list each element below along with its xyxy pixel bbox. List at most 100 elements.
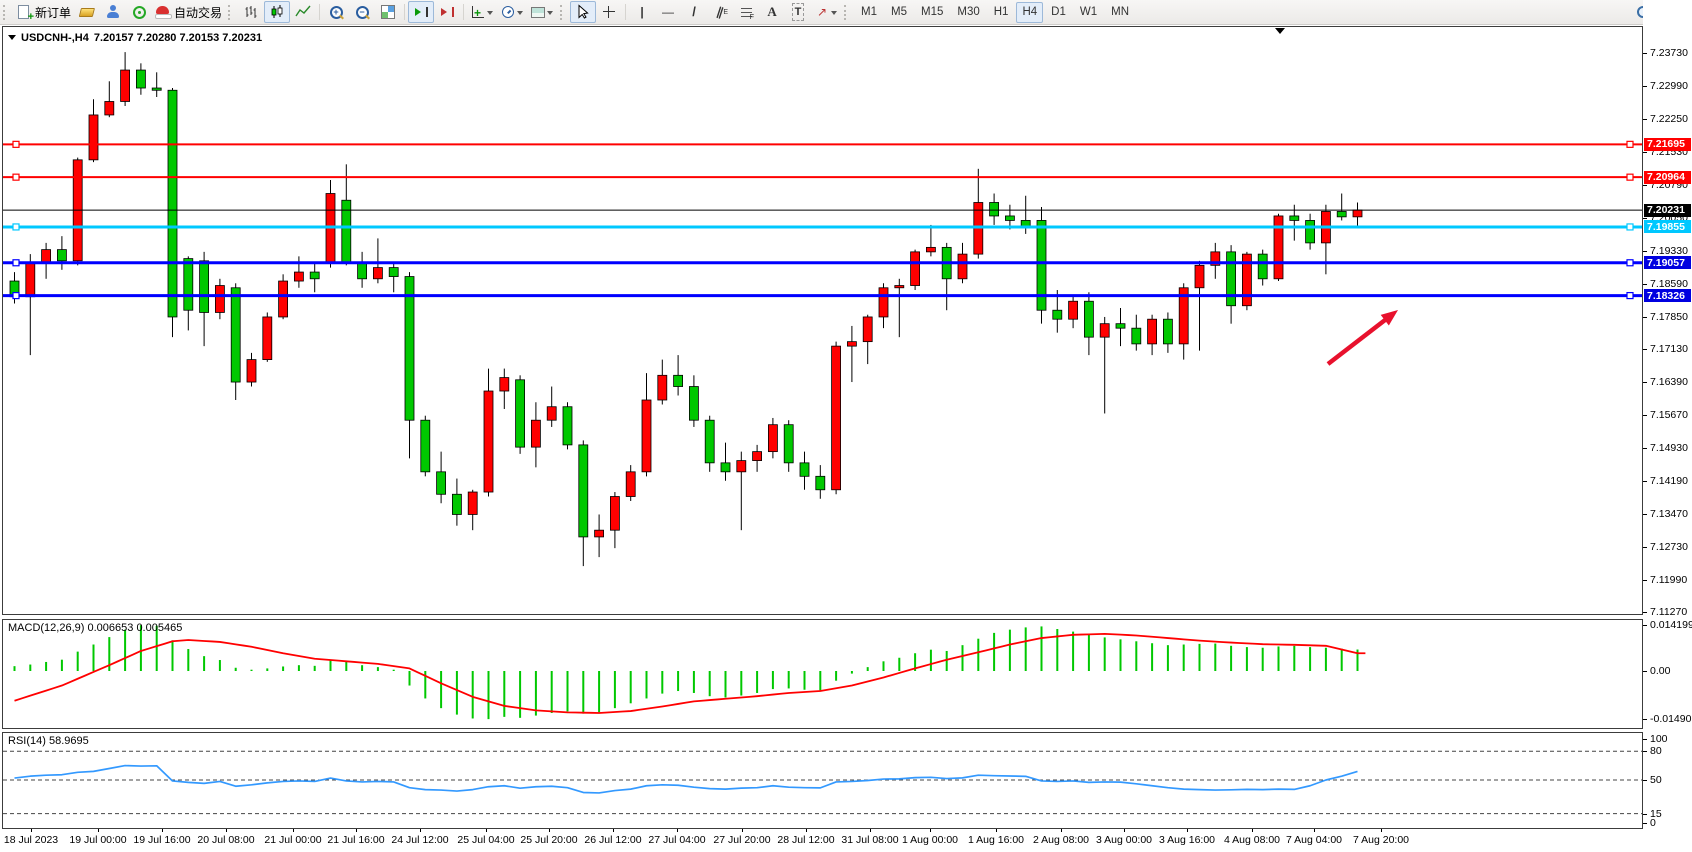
fibonacci-icon[interactable] — [738, 4, 754, 21]
candle-bull — [610, 496, 620, 531]
bar-chart-button[interactable] — [238, 1, 264, 23]
tf-mn-button[interactable]: MN — [1111, 6, 1129, 18]
crosshair-icon[interactable] — [601, 4, 617, 20]
toolbar-grip[interactable] — [560, 4, 566, 20]
candle-bear — [1305, 220, 1315, 244]
tf-m30-button[interactable]: M30 — [957, 6, 980, 18]
price-tick-dash — [1643, 218, 1647, 220]
market-icon[interactable] — [77, 4, 97, 20]
time-tick — [1187, 829, 1188, 832]
red-arrow-annotation[interactable] — [1326, 314, 1392, 366]
chart-shift-marker-icon[interactable] — [1275, 28, 1285, 39]
time-tick — [486, 829, 487, 832]
price-line-chip: 7.19855 — [1644, 220, 1691, 234]
horizontal-line-icon[interactable] — [660, 4, 676, 20]
timeframe-group: M1 M5 M15 M30 H1 H4 D1 W1 MN — [854, 1, 1136, 23]
price-tick-label: 7.15670 — [1650, 408, 1688, 421]
macd-histogram-bar — [598, 671, 601, 713]
time-label: 27 Jul 20:00 — [713, 834, 771, 846]
macd-canvas[interactable] — [3, 620, 1642, 728]
price-axis[interactable]: 7.23730 7.22990 7.22250 7.21530 7.20790 7.200… — [1643, 0, 1692, 829]
macd-histogram-bar — [534, 671, 537, 716]
toolbar-grip[interactable] — [228, 4, 234, 20]
macd-histogram-bar — [771, 671, 774, 690]
trendline-icon[interactable] — [686, 4, 702, 20]
cursor-button[interactable] — [570, 1, 597, 23]
toolbar-grip[interactable] — [844, 4, 850, 20]
main-chart-pane[interactable] — [2, 26, 1643, 615]
candle-bear — [1036, 220, 1047, 311]
price-line-chip: 7.20231 — [1644, 203, 1691, 217]
rsi-canvas[interactable] — [3, 733, 1642, 828]
time-label: 28 Jul 12:00 — [777, 834, 835, 846]
arrows-button[interactable] — [811, 1, 841, 23]
templates-button[interactable] — [527, 1, 557, 23]
candle-bear — [451, 493, 462, 515]
tf-h1-button[interactable]: H1 — [993, 6, 1009, 18]
macd-histogram-bar — [297, 665, 300, 671]
tile-windows-icon[interactable] — [381, 5, 396, 19]
tf-m5-button[interactable]: M5 — [891, 6, 907, 18]
tf-m1-button[interactable]: M1 — [861, 6, 878, 18]
candle-bear — [183, 258, 194, 311]
macd-histogram-bar — [424, 671, 427, 699]
line-chart-button[interactable] — [290, 1, 316, 23]
rsi-tick-dash — [1643, 813, 1647, 815]
candle-bear — [167, 89, 178, 318]
new-order-button[interactable]: 新订单 — [13, 2, 74, 23]
indicators-button[interactable] — [467, 1, 497, 23]
zoom-out-icon[interactable] — [354, 4, 370, 20]
accounts-icon[interactable] — [105, 4, 121, 20]
vertical-line-icon[interactable] — [634, 4, 650, 20]
chart-shift-icon[interactable] — [439, 4, 455, 20]
candle-bull — [25, 262, 36, 298]
time-tick — [31, 829, 32, 832]
hline-end-marker — [12, 223, 20, 231]
zoom-in-icon[interactable] — [328, 4, 344, 20]
candle-bear — [815, 475, 826, 491]
time-label: 4 Aug 08:00 — [1223, 834, 1281, 846]
macd-histogram-bar — [60, 659, 63, 671]
macd-histogram-bar — [234, 667, 237, 671]
rsi-tick-label: 15 — [1650, 807, 1662, 820]
candlestick-chart-button[interactable] — [264, 1, 291, 23]
signals-icon[interactable] — [131, 4, 147, 20]
periods-button[interactable] — [497, 1, 527, 23]
main-chart-canvas[interactable] — [3, 27, 1642, 614]
candle-bull — [104, 101, 115, 116]
price-line-chip: 7.19057 — [1644, 256, 1691, 270]
time-label: 31 Jul 08:00 — [841, 834, 899, 846]
chevron-down-icon[interactable] — [8, 35, 16, 44]
candle-bear — [357, 262, 368, 280]
toolbar-grip[interactable] — [3, 4, 9, 20]
candle-bull — [246, 359, 257, 383]
candle-bull — [862, 316, 873, 343]
time-axis[interactable]: 18 Jul 2023 19 Jul 00:00 19 Jul 16:00 20 Ju… — [0, 829, 1692, 852]
template-icon — [530, 4, 546, 20]
macd-histogram-bar — [677, 671, 680, 692]
candle-bull — [499, 377, 510, 392]
tf-h4-button[interactable]: H4 — [1016, 1, 1044, 23]
time-tick — [293, 829, 294, 832]
text-icon[interactable] — [764, 4, 780, 20]
candle-bull — [847, 341, 857, 347]
time-tick — [420, 829, 421, 832]
auto-scroll-icon[interactable] — [413, 4, 429, 20]
equidistant-channel-icon[interactable] — [712, 4, 728, 21]
auto-trading-button[interactable]: 自动交易 — [152, 2, 225, 22]
macd-pane[interactable] — [2, 619, 1643, 729]
tf-d1-button[interactable]: D1 — [1051, 6, 1066, 18]
text-label-icon[interactable] — [790, 4, 806, 20]
price-tick-label: 7.13470 — [1650, 507, 1688, 520]
candle-bull — [1099, 323, 1110, 338]
macd-histogram-bar — [392, 669, 395, 671]
candle-bull — [278, 280, 289, 318]
price-tick-label: 7.14190 — [1650, 475, 1688, 488]
macd-histogram-bar — [1324, 647, 1327, 671]
macd-histogram-bar — [613, 671, 616, 709]
tf-m15-button[interactable]: M15 — [921, 6, 944, 18]
time-tick — [1381, 829, 1382, 832]
tf-w1-button[interactable]: W1 — [1079, 6, 1098, 18]
macd-histogram-bar — [740, 671, 743, 696]
